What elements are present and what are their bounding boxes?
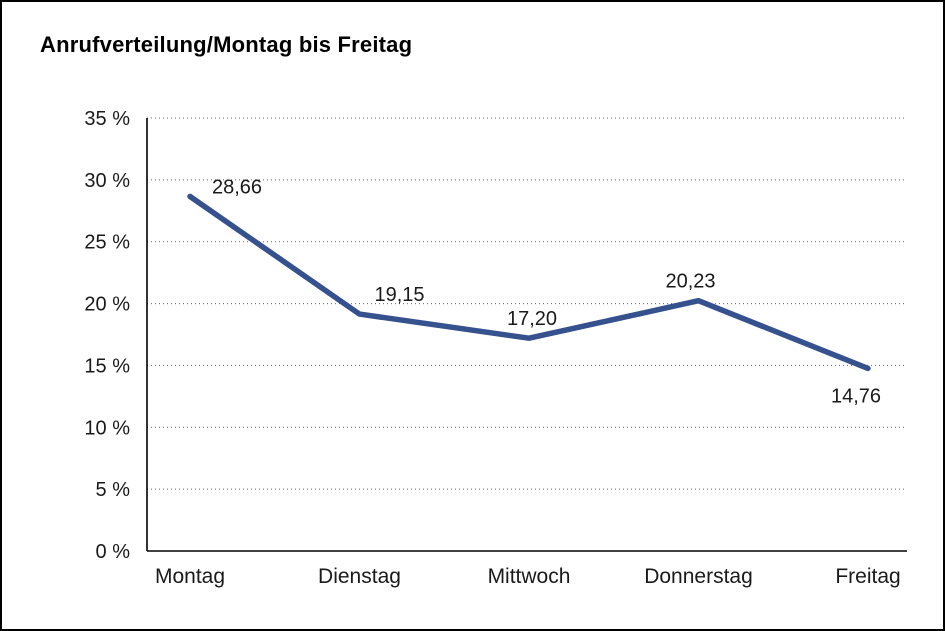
data-point-label: 20,23 [665, 271, 715, 293]
data-point-label: 19,15 [374, 284, 424, 306]
y-tick-label: 20 % [84, 294, 130, 316]
data-point-label: 17,20 [507, 308, 557, 330]
y-tick-label: 5 % [96, 479, 131, 501]
x-axis-label: Mittwoch [488, 565, 571, 588]
x-axis-label: Donnerstag [644, 565, 753, 588]
y-tick-label: 10 % [84, 417, 130, 439]
y-tick-label: 15 % [84, 355, 130, 377]
x-axis-label: Dienstag [318, 565, 401, 588]
y-tick-label: 30 % [84, 170, 130, 192]
data-point-label: 14,76 [831, 385, 881, 407]
x-axis-label: Freitag [835, 565, 900, 588]
y-tick-label: 25 % [84, 232, 130, 254]
data-point-label: 28,66 [212, 176, 262, 198]
y-tick-label: 0 % [96, 541, 131, 563]
series-line [187, 193, 871, 372]
chart-title: Anrufverteilung/Montag bis Freitag [40, 32, 413, 57]
x-axis-label: Montag [155, 565, 225, 588]
y-tick-label: 35 % [84, 108, 130, 130]
